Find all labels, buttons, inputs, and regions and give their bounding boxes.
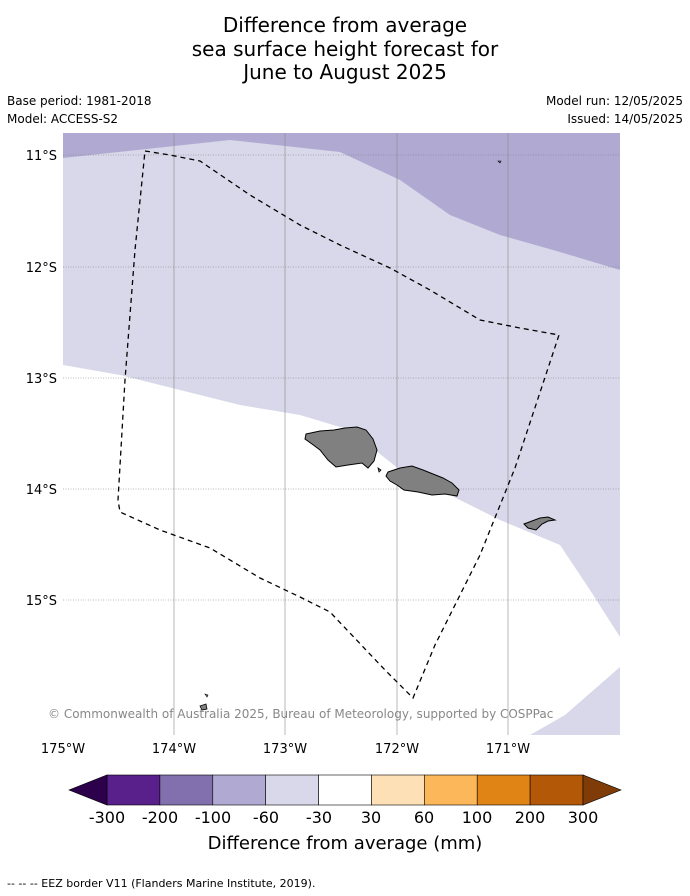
- swains-islet: [497, 160, 502, 164]
- cb-tick-4: -60: [253, 808, 279, 827]
- south-islet-small: [204, 693, 209, 698]
- cb-tick-9: 200: [515, 808, 546, 827]
- map-panel: [63, 133, 620, 735]
- colorbar-label: Difference from average (mm): [207, 833, 483, 854]
- lon-label-171w: 171°W: [486, 742, 530, 757]
- model-run: Model run: 12/05/2025: [545, 94, 683, 108]
- cb-tick-3: -100: [195, 808, 231, 827]
- anomaly-band-light: [63, 133, 620, 637]
- colorbar-swatch: [212, 774, 266, 806]
- colorbar-swatch: [265, 774, 319, 806]
- colorbar-swatch: [318, 774, 372, 806]
- model-name: Model: ACCESS-S2: [7, 112, 119, 126]
- colorbar-over-arrow: [582, 774, 622, 806]
- lon-label-172w: 172°W: [375, 742, 419, 757]
- savaii-island: [304, 426, 378, 469]
- issued-date: Issued: 14/05/2025: [567, 112, 683, 126]
- tutuila-island: [523, 516, 557, 531]
- upolu-island: [385, 465, 460, 497]
- lat-label-11s: 11°S: [26, 149, 57, 164]
- lat-label-12s: 12°S: [26, 261, 57, 276]
- lon-label-175w: 175°W: [41, 742, 85, 757]
- cb-tick-10: 300: [568, 808, 599, 827]
- gridlines: [173, 133, 509, 735]
- lat-labels: 11°S 12°S 13°S 14°S 15°S: [26, 149, 57, 609]
- cb-tick-7: 60: [414, 808, 434, 827]
- anomaly-band-medium: [63, 133, 620, 270]
- lon-label-174w: 174°W: [152, 742, 196, 757]
- copyright-text: © Commonwealth of Australia 2025, Bureau…: [48, 707, 553, 721]
- meta-right: Model run: 12/05/2025 Issued: 14/05/2025: [546, 94, 683, 130]
- colorbar-swatch: [371, 774, 425, 806]
- lat-gridlines: [63, 154, 620, 601]
- colorbar-under-arrow: [68, 774, 108, 806]
- cb-tick-1: -300: [89, 808, 125, 827]
- colorbar-swatch: [476, 774, 531, 806]
- cb-tick-6: 30: [361, 808, 381, 827]
- colorbar-swatch: [106, 774, 161, 806]
- title-line-3: June to August 2025: [243, 60, 447, 84]
- lat-label-15s: 15°S: [26, 594, 57, 609]
- colorbar-swatch: [529, 774, 584, 806]
- lon-label-173w: 173°W: [263, 742, 307, 757]
- cb-tick-2: -200: [142, 808, 178, 827]
- colorbar-swatch: [159, 774, 214, 806]
- cb-tick-8: 100: [462, 808, 493, 827]
- lat-label-14s: 14°S: [26, 483, 57, 498]
- title-line-1: Difference from average: [222, 13, 468, 37]
- title-line-2: sea surface height forecast for: [191, 36, 499, 61]
- colorbar-tick-labels: -300 -200 -100 -60 -30 30 60 100 200 300: [89, 808, 598, 827]
- colorbar-swatch: [424, 774, 478, 806]
- base-period: Base period: 1981-2018: [7, 94, 152, 108]
- eez-border: [117, 150, 560, 700]
- colorbar: [68, 774, 622, 806]
- eez-legend-footer: -- -- -- EEZ border V11 (Flanders Marine…: [7, 877, 316, 890]
- anomaly-band-light-south: [530, 667, 620, 735]
- south-islet: [199, 703, 208, 711]
- lon-labels: 175°W 174°W 173°W 172°W 171°W: [41, 742, 530, 757]
- manono-islet: [377, 467, 382, 473]
- lat-label-13s: 13°S: [26, 372, 57, 387]
- meta-left: Base period: 1981-2018 Model: ACCESS-S2: [7, 94, 152, 130]
- map-title: Difference from average sea surface heig…: [0, 13, 690, 85]
- cb-tick-5: -30: [306, 808, 332, 827]
